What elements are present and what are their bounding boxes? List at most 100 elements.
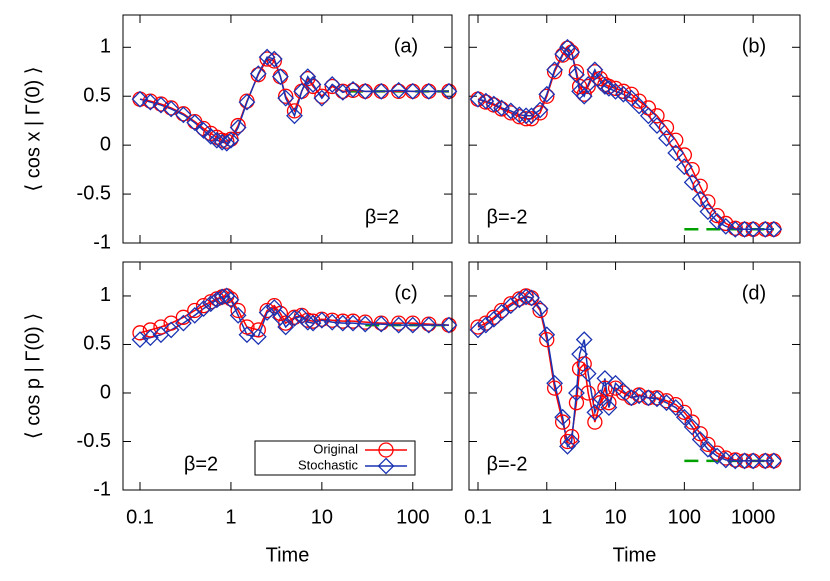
x-tick-label: 0.1	[126, 506, 154, 528]
data-point	[667, 144, 685, 162]
data-point	[323, 76, 341, 93]
panel-label: (d)	[742, 282, 766, 304]
data-point	[649, 108, 665, 124]
legend-marker	[377, 457, 395, 475]
data-point	[667, 399, 685, 416]
x-tick-label: 0.1	[464, 506, 492, 528]
x-tick-label: 100	[396, 506, 429, 528]
data-point	[709, 207, 725, 224]
data-point	[668, 396, 684, 413]
data-point	[580, 385, 596, 401]
legend-label: Stochastic	[298, 457, 358, 472]
x-axis-label: Time	[266, 544, 310, 566]
data-point	[614, 85, 632, 103]
data-point	[153, 319, 169, 335]
data-point	[249, 328, 267, 346]
y-axis-label: ⟨ cos x | Γ(0) ⟩	[22, 66, 44, 191]
data-point	[229, 306, 247, 324]
panel-label: (c)	[394, 282, 417, 304]
data-point	[717, 217, 735, 235]
data-point	[568, 66, 585, 84]
data-point	[658, 119, 675, 136]
y-tick-label: -0.5	[77, 430, 111, 452]
data-point	[692, 178, 708, 194]
data-point	[559, 437, 576, 455]
x-axis-label: Time	[613, 544, 657, 566]
data-point	[239, 319, 255, 335]
data-point	[684, 414, 700, 430]
y-tick-label: -1	[93, 478, 111, 500]
data-point	[372, 315, 390, 333]
data-point	[579, 365, 597, 382]
data-point	[575, 331, 593, 349]
data-point	[668, 132, 684, 148]
y-tick-label: 0.5	[83, 333, 111, 355]
data-point	[195, 298, 212, 314]
data-point	[277, 89, 295, 107]
data-point	[195, 122, 212, 139]
data-point	[222, 291, 240, 309]
y-tick-label: -0.5	[77, 182, 111, 204]
data-point	[539, 88, 555, 104]
data-point	[271, 68, 289, 86]
data-point	[708, 213, 726, 230]
data-point	[286, 309, 303, 327]
data-point	[601, 78, 617, 95]
data-point	[141, 93, 159, 111]
plot-area	[477, 295, 774, 463]
x-tick-label: 100	[668, 506, 701, 528]
data-point	[736, 452, 753, 470]
data-point	[477, 316, 495, 334]
y-tick-label: 0	[100, 133, 111, 155]
data-point	[187, 302, 203, 319]
data-point	[554, 408, 572, 426]
series-line	[477, 46, 774, 231]
series-line	[477, 296, 774, 462]
series-line	[139, 56, 449, 144]
series-line	[139, 58, 449, 143]
series-line	[139, 295, 449, 341]
legend-label: Original	[313, 441, 358, 456]
data-point	[568, 395, 585, 411]
plot-frame	[468, 14, 801, 244]
series-line	[477, 47, 774, 231]
data-point	[238, 326, 256, 344]
data-point	[293, 82, 311, 100]
data-point	[186, 114, 204, 132]
data-point	[356, 315, 374, 333]
data-point	[658, 129, 675, 147]
data-point	[404, 82, 422, 100]
data-point	[230, 117, 246, 134]
data-point	[675, 408, 693, 426]
data-point	[600, 399, 618, 416]
data-point	[510, 106, 528, 124]
data-point	[335, 313, 351, 329]
y-axis-label: ⟨ cos p | Γ(0) ⟩	[22, 313, 44, 439]
data-point	[676, 147, 693, 163]
data-point	[277, 318, 295, 336]
data-point	[357, 314, 373, 330]
data-point	[675, 158, 693, 176]
data-point	[587, 414, 603, 430]
data-point	[559, 433, 576, 450]
data-point	[517, 288, 535, 306]
data-point	[676, 404, 693, 421]
data-point	[744, 452, 762, 470]
data-point	[596, 78, 614, 95]
data-point	[503, 296, 519, 312]
annotation: β=2	[184, 453, 218, 475]
data-point	[162, 321, 180, 339]
data-point	[607, 380, 624, 396]
plot-area	[139, 56, 449, 144]
data-point	[596, 370, 614, 387]
data-point	[222, 131, 240, 149]
data-point	[131, 331, 149, 349]
data-point	[390, 81, 408, 99]
data-point	[208, 131, 226, 149]
data-point	[213, 133, 231, 151]
data-point	[765, 220, 783, 238]
data-point	[249, 65, 267, 83]
data-point	[304, 76, 322, 93]
y-tick-label: 1	[100, 36, 111, 58]
data-point	[470, 319, 486, 335]
